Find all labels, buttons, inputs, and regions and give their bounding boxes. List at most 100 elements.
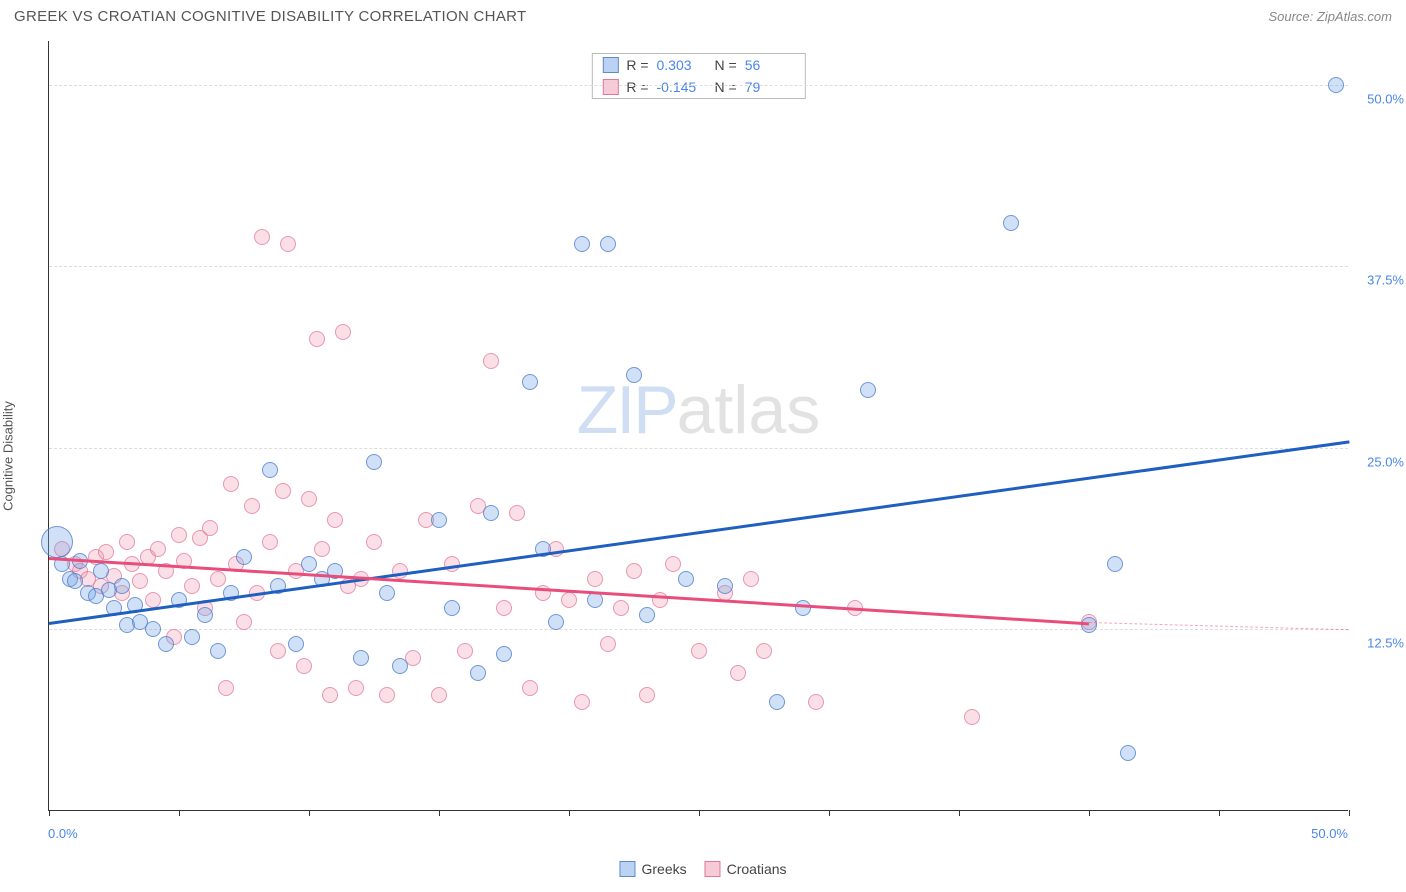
scatter-point-croatian bbox=[254, 229, 270, 245]
scatter-point-greek bbox=[1081, 617, 1097, 633]
scatter-point-croatian bbox=[223, 476, 239, 492]
scatter-point-greek bbox=[1107, 556, 1123, 572]
scatter-point-greek bbox=[444, 600, 460, 616]
y-tick-label: 50.0% bbox=[1367, 91, 1404, 106]
stats-row-croatian: R = -0.145 N = 79 bbox=[592, 76, 804, 98]
scatter-point-greek bbox=[769, 694, 785, 710]
legend-swatch-croatian-icon bbox=[705, 861, 721, 877]
scatter-point-croatian bbox=[98, 544, 114, 560]
scatter-point-croatian bbox=[275, 483, 291, 499]
scatter-point-croatian bbox=[457, 643, 473, 659]
scatter-point-greek bbox=[600, 236, 616, 252]
plot-area: ZIPatlas R = 0.303 N = 56 R = -0.145 N =… bbox=[48, 41, 1348, 811]
series-legend: Greeks Croatians bbox=[619, 861, 786, 877]
scatter-point-croatian bbox=[756, 643, 772, 659]
scatter-point-croatian bbox=[522, 680, 538, 696]
legend-item-croatian: Croatians bbox=[705, 861, 787, 877]
x-tick bbox=[1349, 810, 1350, 816]
scatter-point-croatian bbox=[119, 534, 135, 550]
stats-legend-box: R = 0.303 N = 56 R = -0.145 N = 79 bbox=[591, 53, 805, 99]
scatter-point-greek bbox=[483, 505, 499, 521]
stats-row-greek: R = 0.303 N = 56 bbox=[592, 54, 804, 76]
scatter-point-croatian bbox=[600, 636, 616, 652]
scatter-point-greek bbox=[67, 573, 83, 589]
chart-container: Cognitive Disability ZIPatlas R = 0.303 … bbox=[0, 31, 1406, 881]
x-tick bbox=[1219, 810, 1220, 816]
scatter-point-croatian bbox=[431, 687, 447, 703]
scatter-point-greek bbox=[210, 643, 226, 659]
scatter-point-croatian bbox=[743, 571, 759, 587]
scatter-point-greek bbox=[431, 512, 447, 528]
scatter-point-greek bbox=[1003, 215, 1019, 231]
scatter-point-greek bbox=[392, 658, 408, 674]
scatter-point-croatian bbox=[218, 680, 234, 696]
x-tick bbox=[959, 810, 960, 816]
scatter-point-croatian bbox=[574, 694, 590, 710]
scatter-point-croatian bbox=[202, 520, 218, 536]
scatter-point-croatian bbox=[132, 573, 148, 589]
scatter-point-croatian bbox=[366, 534, 382, 550]
scatter-point-croatian bbox=[587, 571, 603, 587]
scatter-point-greek bbox=[860, 382, 876, 398]
swatch-greek-icon bbox=[602, 57, 618, 73]
scatter-point-croatian bbox=[483, 353, 499, 369]
scatter-point-greek bbox=[470, 665, 486, 681]
grid-line bbox=[49, 266, 1348, 267]
y-tick-label: 37.5% bbox=[1367, 273, 1404, 288]
scatter-point-greek bbox=[795, 600, 811, 616]
scatter-point-croatian bbox=[184, 578, 200, 594]
x-tick bbox=[439, 810, 440, 816]
grid-line bbox=[49, 448, 1348, 449]
x-tick bbox=[309, 810, 310, 816]
scatter-point-croatian bbox=[244, 498, 260, 514]
scatter-point-croatian bbox=[561, 592, 577, 608]
scatter-point-greek bbox=[587, 592, 603, 608]
scatter-point-croatian bbox=[379, 687, 395, 703]
legend-item-greek: Greeks bbox=[619, 861, 686, 877]
scatter-point-greek bbox=[626, 367, 642, 383]
scatter-point-greek bbox=[548, 614, 564, 630]
scatter-point-greek bbox=[288, 636, 304, 652]
chart-title: GREEK VS CROATIAN COGNITIVE DISABILITY C… bbox=[14, 8, 526, 25]
scatter-point-croatian bbox=[309, 331, 325, 347]
x-axis-max-label: 50.0% bbox=[1311, 826, 1348, 841]
scatter-point-greek bbox=[114, 578, 130, 594]
scatter-point-croatian bbox=[296, 658, 312, 674]
scatter-point-croatian bbox=[262, 534, 278, 550]
scatter-point-greek bbox=[41, 526, 73, 558]
scatter-point-croatian bbox=[639, 687, 655, 703]
scatter-point-croatian bbox=[236, 614, 252, 630]
scatter-point-croatian bbox=[626, 563, 642, 579]
scatter-point-greek bbox=[678, 571, 694, 587]
scatter-point-croatian bbox=[327, 512, 343, 528]
legend-swatch-greek-icon bbox=[619, 861, 635, 877]
scatter-point-greek bbox=[262, 462, 278, 478]
scatter-point-croatian bbox=[613, 600, 629, 616]
scatter-point-greek bbox=[184, 629, 200, 645]
scatter-point-greek bbox=[1328, 77, 1344, 93]
x-tick bbox=[569, 810, 570, 816]
scatter-point-greek bbox=[197, 607, 213, 623]
scatter-point-croatian bbox=[964, 709, 980, 725]
scatter-point-croatian bbox=[808, 694, 824, 710]
x-tick bbox=[49, 810, 50, 816]
scatter-point-greek bbox=[1120, 745, 1136, 761]
source-attribution: Source: ZipAtlas.com bbox=[1268, 9, 1392, 24]
scatter-point-croatian bbox=[665, 556, 681, 572]
x-tick bbox=[829, 810, 830, 816]
chart-header: GREEK VS CROATIAN COGNITIVE DISABILITY C… bbox=[0, 0, 1406, 31]
x-tick bbox=[699, 810, 700, 816]
scatter-point-greek bbox=[522, 374, 538, 390]
scatter-point-croatian bbox=[301, 491, 317, 507]
scatter-point-greek bbox=[379, 585, 395, 601]
scatter-point-croatian bbox=[496, 600, 512, 616]
scatter-point-greek bbox=[353, 650, 369, 666]
scatter-point-croatian bbox=[691, 643, 707, 659]
x-tick bbox=[179, 810, 180, 816]
scatter-point-croatian bbox=[150, 541, 166, 557]
watermark: ZIPatlas bbox=[577, 371, 820, 449]
x-tick bbox=[1089, 810, 1090, 816]
scatter-point-greek bbox=[236, 549, 252, 565]
scatter-point-greek bbox=[145, 621, 161, 637]
scatter-point-greek bbox=[717, 578, 733, 594]
